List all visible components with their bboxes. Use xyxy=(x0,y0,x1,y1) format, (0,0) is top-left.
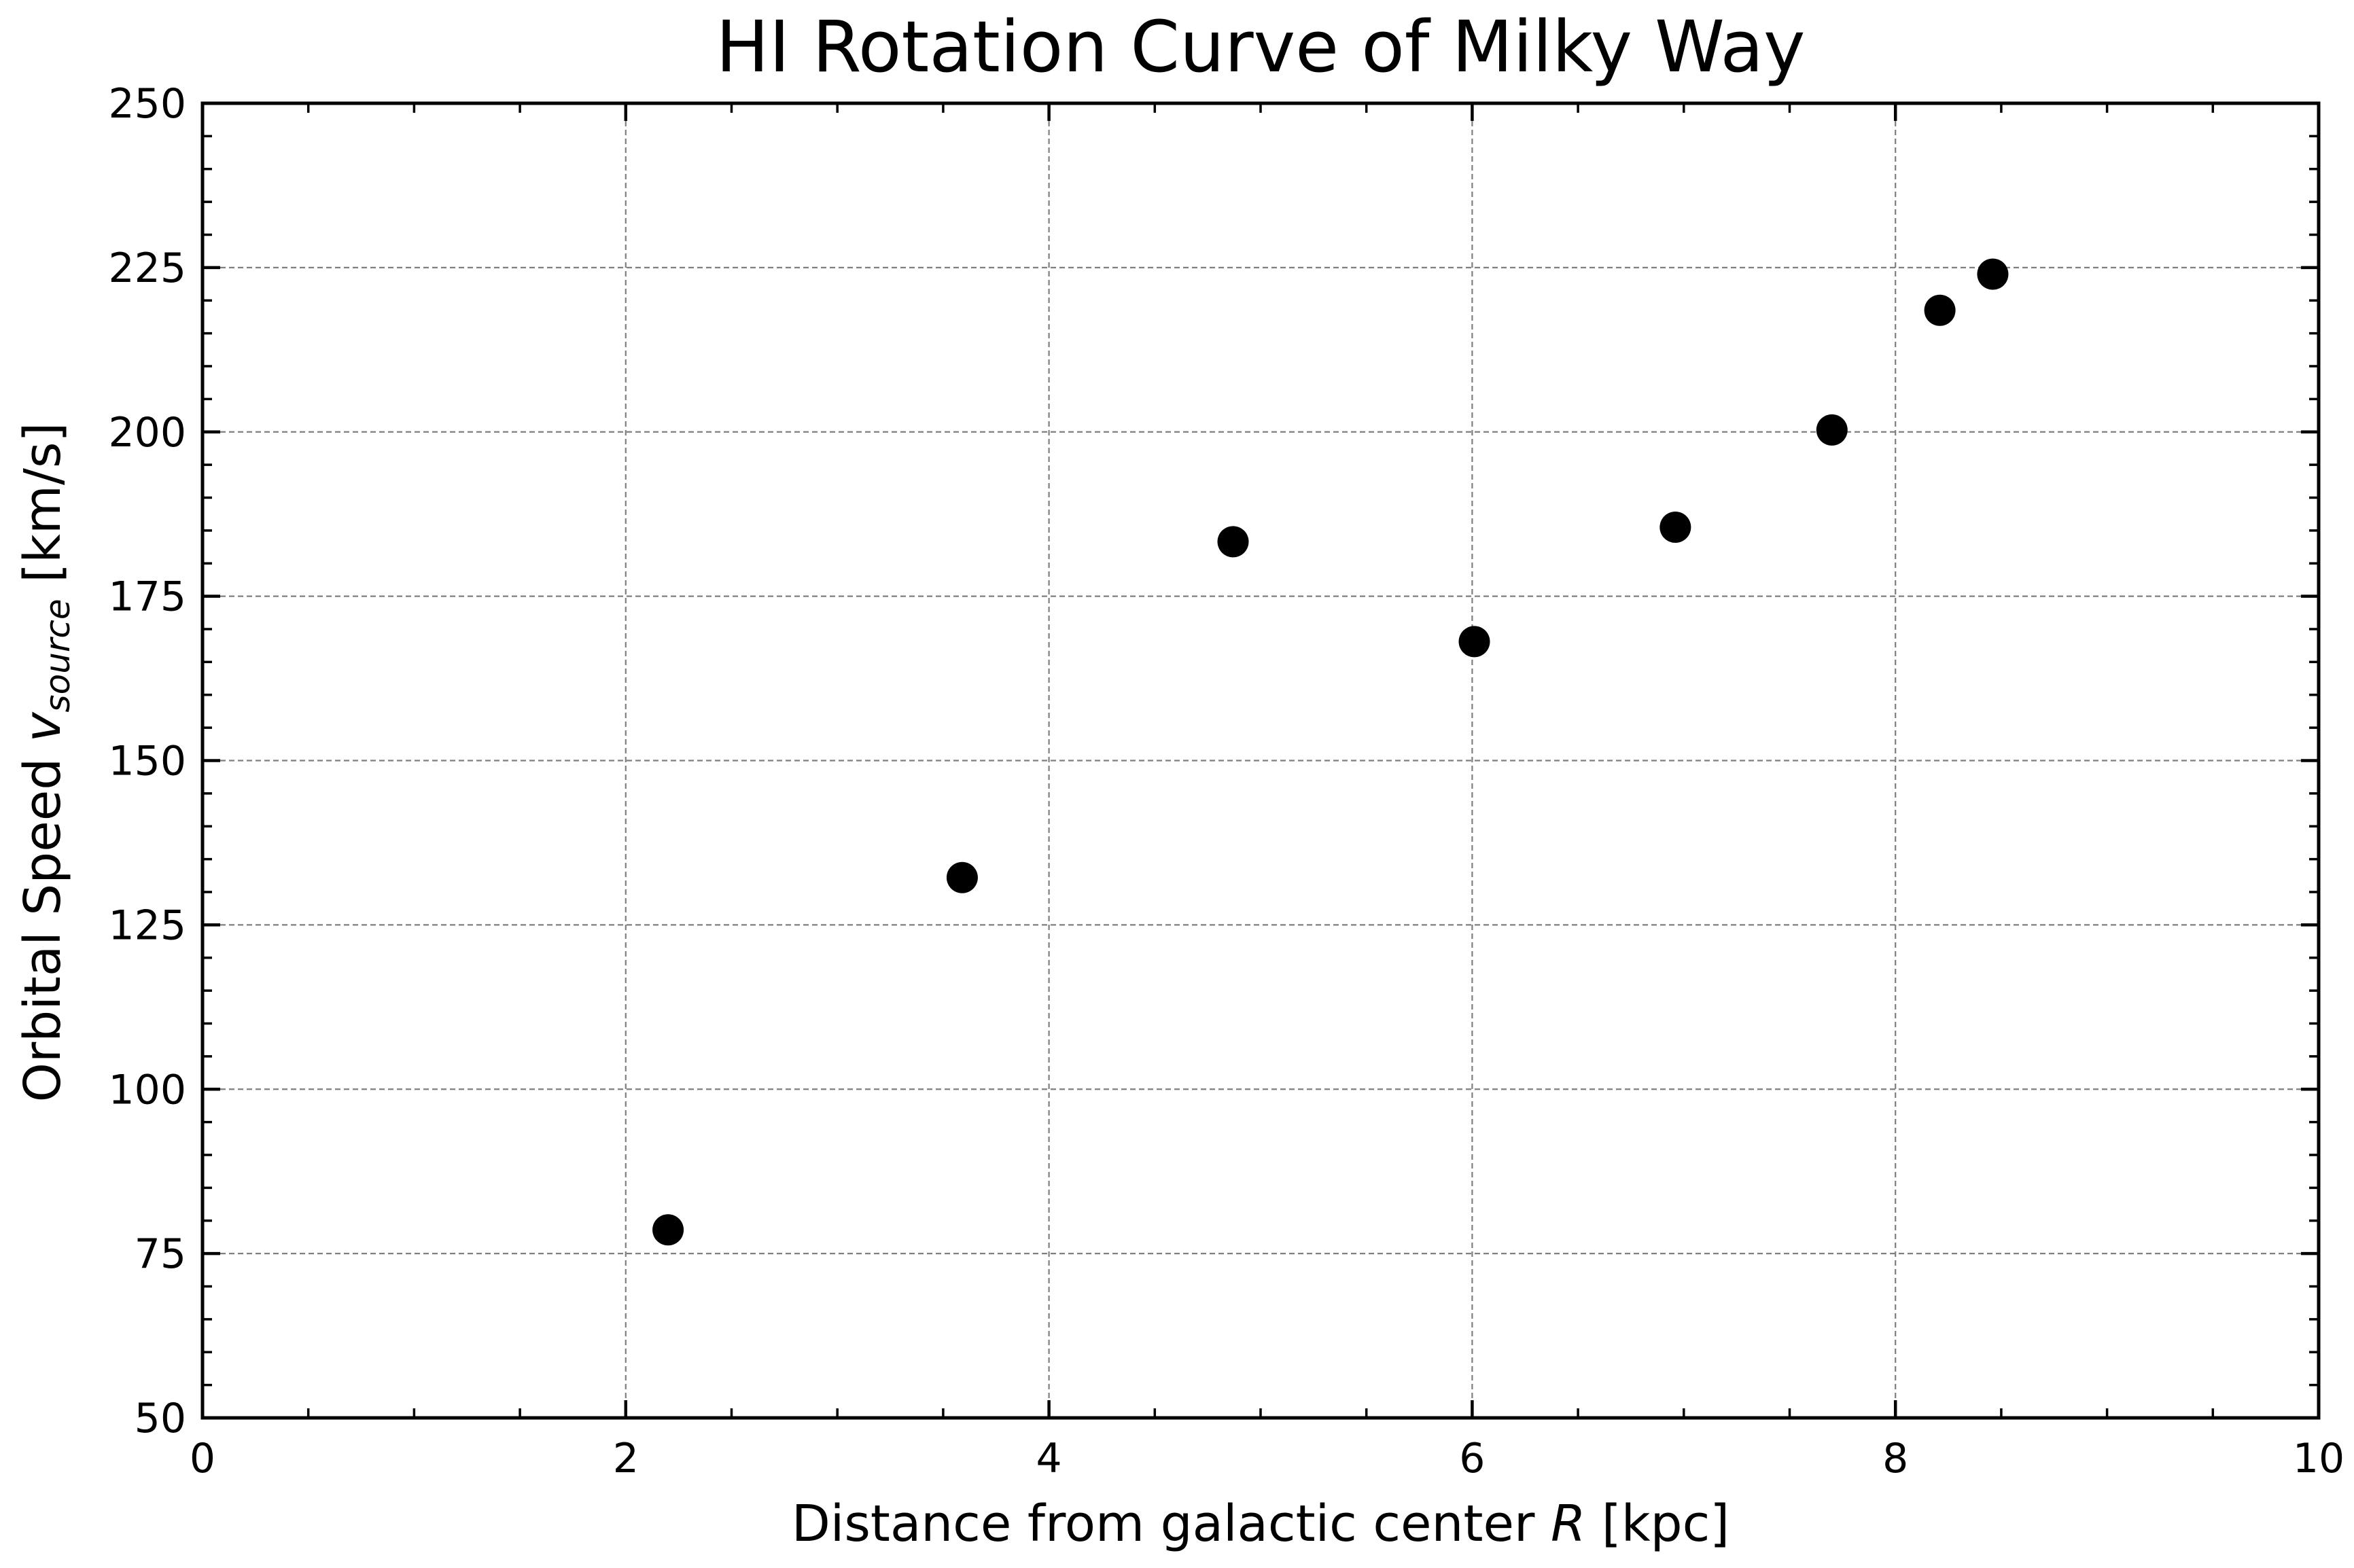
y-tick-label: 250 xyxy=(108,80,186,128)
chart-title: HI Rotation Curve of Milky Way xyxy=(716,5,1805,88)
grid-lines xyxy=(203,103,2319,1418)
x-axis-label: Distance from galactic center R [kpc] xyxy=(792,1495,1729,1553)
data-point xyxy=(1458,626,1490,658)
y-tick-label: 200 xyxy=(108,409,186,457)
y-axis-label-prefix: Orbital Speed xyxy=(14,742,72,1102)
y-axis-label-subscript: source xyxy=(38,599,77,712)
x-tick-label: 10 xyxy=(2293,1435,2344,1482)
data-point xyxy=(1659,512,1691,544)
y-tick-label: 100 xyxy=(108,1066,186,1113)
y-tick-label: 150 xyxy=(108,738,186,785)
y-tick-label: 50 xyxy=(135,1395,186,1442)
x-axis-label-prefix: Distance from galactic center xyxy=(792,1495,1551,1553)
y-axis-label-symbol: v xyxy=(14,711,72,742)
tick-labels: 0 2 4 6 8 10 50 75 100 125 150 175 200 225 250 xyxy=(108,80,2344,1482)
data-point xyxy=(1977,258,2009,290)
y-axis-label-suffix: [km/s] xyxy=(14,423,72,599)
data-point xyxy=(946,861,978,893)
plot-frame xyxy=(200,101,2321,1420)
x-axis-label-suffix: [kpc] xyxy=(1585,1495,1729,1553)
y-tick-label: 175 xyxy=(108,573,186,621)
x-tick-label: 0 xyxy=(190,1435,215,1482)
data-point xyxy=(1816,414,1848,446)
data-points xyxy=(652,258,2009,1246)
x-tick-label: 8 xyxy=(1882,1435,1908,1482)
y-axis-label: Orbital Speed vsource [km/s] xyxy=(14,423,77,1103)
x-tick-label: 6 xyxy=(1459,1435,1485,1482)
y-tick-label: 75 xyxy=(135,1230,186,1278)
y-tick-label: 125 xyxy=(108,902,186,949)
x-axis-label-symbol: R xyxy=(1551,1495,1585,1553)
data-point xyxy=(652,1214,684,1246)
x-tick-label: 4 xyxy=(1036,1435,1062,1482)
data-point xyxy=(1924,294,1956,326)
x-tick-label: 2 xyxy=(613,1435,639,1482)
y-tick-label: 225 xyxy=(108,245,186,292)
data-point xyxy=(1217,526,1249,558)
